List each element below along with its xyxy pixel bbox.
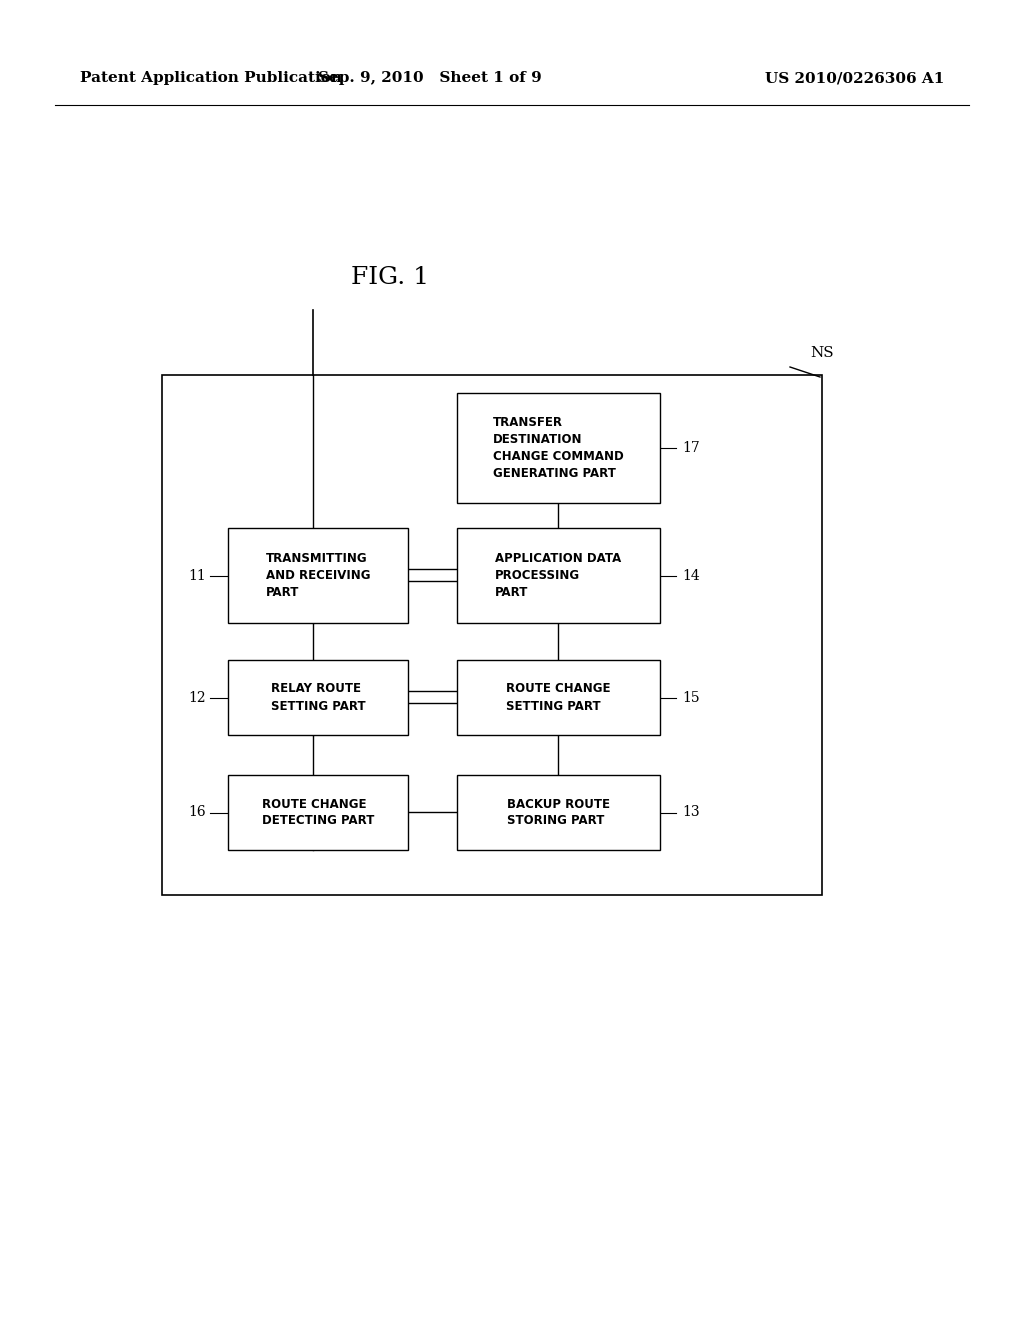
- Text: Sep. 9, 2010   Sheet 1 of 9: Sep. 9, 2010 Sheet 1 of 9: [318, 71, 542, 84]
- Text: BACKUP ROUTE
STORING PART: BACKUP ROUTE STORING PART: [507, 797, 610, 828]
- Text: NS: NS: [810, 346, 834, 360]
- Text: 11: 11: [188, 569, 206, 582]
- Text: Patent Application Publication: Patent Application Publication: [80, 71, 342, 84]
- Text: FIG. 1: FIG. 1: [351, 267, 429, 289]
- Bar: [228, 775, 408, 850]
- Text: 17: 17: [682, 441, 699, 455]
- Text: 13: 13: [682, 805, 699, 820]
- Bar: [457, 775, 660, 850]
- Text: ROUTE CHANGE
DETECTING PART: ROUTE CHANGE DETECTING PART: [262, 797, 374, 828]
- Text: APPLICATION DATA
PROCESSING
PART: APPLICATION DATA PROCESSING PART: [496, 552, 622, 599]
- Text: 15: 15: [682, 690, 699, 705]
- Bar: [457, 660, 660, 735]
- Text: ROUTE CHANGE
SETTING PART: ROUTE CHANGE SETTING PART: [506, 682, 610, 713]
- Bar: [228, 528, 408, 623]
- Bar: [457, 393, 660, 503]
- Bar: [228, 660, 408, 735]
- Text: TRANSMITTING
AND RECEIVING
PART: TRANSMITTING AND RECEIVING PART: [266, 552, 371, 599]
- Bar: [162, 375, 822, 895]
- Text: 16: 16: [188, 805, 206, 820]
- Text: 14: 14: [682, 569, 699, 582]
- Text: TRANSFER
DESTINATION
CHANGE COMMAND
GENERATING PART: TRANSFER DESTINATION CHANGE COMMAND GENE…: [494, 416, 624, 480]
- Bar: [457, 528, 660, 623]
- Text: US 2010/0226306 A1: US 2010/0226306 A1: [765, 71, 944, 84]
- Text: RELAY ROUTE
SETTING PART: RELAY ROUTE SETTING PART: [270, 682, 366, 713]
- Text: 12: 12: [188, 690, 206, 705]
